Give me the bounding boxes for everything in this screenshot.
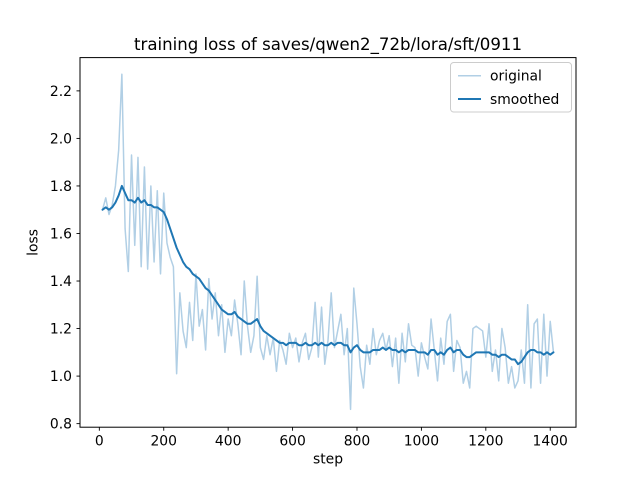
x-tick-label: 1000 [404, 434, 439, 450]
y-tick-label: 2.0 [50, 131, 72, 147]
axes-spines [79, 57, 577, 428]
x-tick-label: 400 [215, 434, 242, 450]
original-line [101, 73, 555, 411]
x-tick-label: 200 [150, 434, 177, 450]
y-tick-label: 0.8 [50, 417, 72, 433]
x-tick-label: 1400 [533, 434, 568, 450]
x-tick-label: 600 [279, 434, 306, 450]
legend-label-original: original [490, 69, 542, 85]
y-axis-label: loss [26, 229, 42, 256]
plot-area [101, 73, 555, 411]
x-tick-label: 1200 [468, 434, 503, 450]
x-tick-label: 800 [344, 434, 371, 450]
y-tick-label: 1.8 [50, 179, 72, 195]
chart-title: training loss of saves/qwen2_72b/lora/sf… [134, 35, 522, 55]
x-axis-label: step [313, 452, 343, 468]
legend-label-smoothed: smoothed [490, 92, 559, 108]
x-tick-label: 0 [95, 434, 104, 450]
legend: original smoothed [450, 62, 572, 113]
y-tick-label: 1.2 [50, 322, 72, 338]
y-tick-label: 1.0 [50, 369, 72, 385]
y-tick-label: 1.4 [50, 274, 72, 290]
y-tick-label: 1.6 [50, 226, 72, 242]
smoothed-line [101, 184, 555, 366]
y-tick-label: 2.2 [50, 84, 72, 100]
